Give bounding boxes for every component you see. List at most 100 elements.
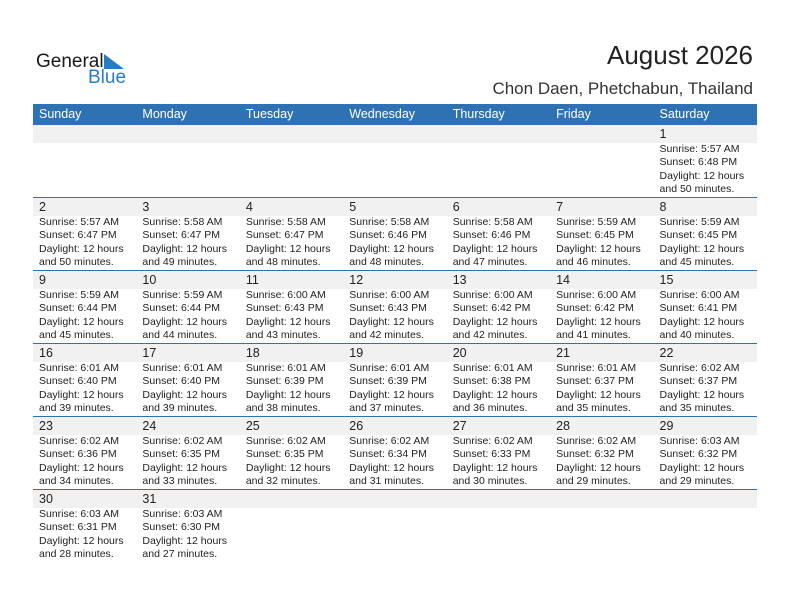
daylight-text: Daylight: 12 hours (39, 315, 124, 328)
daylight-text: and 30 minutes. (452, 475, 528, 488)
daylight-text: and 46 minutes. (556, 256, 631, 269)
daylight-text: and 27 minutes. (142, 548, 218, 561)
sunrise-text: Sunrise: 5:58 AM (142, 216, 223, 228)
day-number: 11 (245, 273, 259, 287)
day-cell: 4 Sunrise: 5:58 AM Sunset: 6:47 PM Daylight… (240, 198, 343, 270)
daylight-text: Daylight: 12 hours (556, 388, 641, 401)
day-number: 12 (349, 273, 364, 287)
sunset-text: Sunset: 6:32 PM (556, 448, 634, 461)
day-number: 26 (349, 419, 364, 433)
daylight-text: and 39 minutes. (142, 402, 218, 415)
weekday-header: Sunday Monday Tuesday Wednesday Thursday Frid… (33, 104, 757, 125)
calendar-weeks: 1 Sunrise: 5:57 AM Sunset: 6:48 PM Daylight… (33, 125, 757, 563)
day-cell: 26 Sunrise: 6:02 AM Sunset: 6:34 PM Dayligh… (343, 417, 446, 489)
day-number: 30 (39, 492, 53, 506)
sunset-text: Sunset: 6:37 PM (659, 375, 738, 388)
daylight-text: Daylight: 12 hours (39, 461, 124, 474)
daylight-text: and 39 minutes. (39, 402, 114, 415)
day-cell: 23 Sunrise: 6:02 AM Sunset: 6:36 PM Dayligh… (33, 417, 136, 489)
sunset-text: Sunset: 6:38 PM (452, 375, 531, 388)
daylight-text: Daylight: 12 hours (452, 315, 538, 328)
logo-triangle-icon (104, 54, 124, 69)
day-cell: 20 Sunrise: 6:01 AM Sunset: 6:38 PM Dayligh… (447, 344, 550, 416)
sunset-text: Sunset: 6:41 PM (659, 302, 738, 315)
weekday-thursday: Thursday (452, 107, 505, 121)
day-number: 18 (245, 346, 260, 360)
logo: General Blue (36, 51, 126, 87)
weekday-tuesday: Tuesday (245, 107, 294, 121)
sunrise-text: Sunrise: 6:02 AM (142, 435, 223, 447)
day-cell: 6 Sunrise: 5:58 AM Sunset: 6:46 PM Daylight… (447, 198, 550, 270)
sunrise-text: Sunrise: 6:01 AM (556, 362, 637, 374)
sunset-text: Sunset: 6:42 PM (452, 302, 531, 315)
sunset-text: Sunset: 6:45 PM (556, 229, 634, 242)
date-band (33, 198, 757, 216)
week-row: 30 Sunrise: 6:03 AM Sunset: 6:31 PM Dayligh… (33, 490, 757, 563)
empty-cell (33, 125, 136, 197)
weekday-monday: Monday (142, 107, 187, 121)
sunrise-text: Sunrise: 5:58 AM (349, 216, 430, 228)
sunset-text: Sunset: 6:39 PM (245, 375, 324, 388)
sunrise-text: Sunrise: 6:02 AM (39, 435, 119, 447)
sunset-text: Sunset: 6:33 PM (452, 448, 531, 461)
sunrise-text: Sunrise: 6:03 AM (142, 508, 223, 520)
day-number: 2 (39, 200, 46, 214)
sunrise-text: Sunrise: 6:00 AM (245, 289, 326, 301)
day-cell: 17 Sunrise: 6:01 AM Sunset: 6:40 PM Dayligh… (136, 344, 239, 416)
empty-cell (550, 125, 653, 197)
day-cell: 18 Sunrise: 6:01 AM Sunset: 6:39 PM Dayligh… (240, 344, 343, 416)
daylight-text: and 38 minutes. (245, 402, 321, 415)
sunrise-text: Sunrise: 6:02 AM (556, 435, 637, 447)
logo-word-general: General (36, 51, 104, 72)
sunrise-text: Sunrise: 5:57 AM (659, 143, 740, 155)
day-number: 27 (452, 419, 467, 433)
sunset-text: Sunset: 6:46 PM (452, 229, 531, 242)
daylight-text: Daylight: 12 hours (142, 315, 228, 328)
day-cell: 30 Sunrise: 6:03 AM Sunset: 6:31 PM Dayligh… (33, 490, 136, 562)
sunrise-text: Sunrise: 5:59 AM (39, 289, 119, 301)
daylight-text: Daylight: 12 hours (349, 461, 434, 474)
daylight-text: and 34 minutes. (39, 475, 114, 488)
sunrise-text: Sunrise: 6:02 AM (245, 435, 326, 447)
logo-word-blue: Blue (88, 67, 127, 88)
daylight-text: Daylight: 12 hours (452, 388, 538, 401)
day-number: 22 (659, 346, 674, 360)
day-cell: 28 Sunrise: 6:02 AM Sunset: 6:32 PM Dayligh… (550, 417, 653, 489)
daylight-text: Daylight: 12 hours (142, 388, 228, 401)
sunset-text: Sunset: 6:35 PM (142, 448, 221, 461)
empty-cell (447, 490, 550, 562)
week-row: 16 Sunrise: 6:01 AM Sunset: 6:40 PM Dayligh… (33, 344, 757, 417)
sunrise-text: Sunrise: 6:02 AM (349, 435, 430, 447)
daylight-text: and 37 minutes. (349, 402, 424, 415)
empty-cell (550, 490, 653, 562)
sunrise-text: Sunrise: 6:03 AM (659, 435, 740, 447)
day-number: 14 (556, 273, 571, 287)
day-cell: 24 Sunrise: 6:02 AM Sunset: 6:35 PM Dayligh… (136, 417, 239, 489)
daylight-text: Daylight: 12 hours (452, 461, 538, 474)
day-number: 29 (659, 419, 674, 433)
sunrise-text: Sunrise: 6:01 AM (142, 362, 223, 374)
sunset-text: Sunset: 6:47 PM (245, 229, 324, 242)
location-subtitle: Chon Daen, Phetchabun, Thailand (492, 79, 753, 98)
week-row: 1 Sunrise: 5:57 AM Sunset: 6:48 PM Daylight… (33, 125, 757, 198)
day-cell: 11 Sunrise: 6:00 AM Sunset: 6:43 PM Dayligh… (240, 271, 343, 343)
date-band (33, 125, 757, 143)
empty-cell (343, 125, 446, 197)
daylight-text: Daylight: 12 hours (659, 169, 745, 182)
daylight-text: Daylight: 12 hours (349, 315, 434, 328)
day-number: 4 (245, 200, 253, 214)
day-number: 23 (39, 419, 53, 433)
day-cell: 22 Sunrise: 6:02 AM Sunset: 6:37 PM Dayligh… (654, 344, 757, 416)
day-number: 24 (142, 419, 157, 433)
daylight-text: Daylight: 12 hours (659, 315, 745, 328)
daylight-text: and 47 minutes. (452, 256, 528, 269)
day-cell: 3 Sunrise: 5:58 AM Sunset: 6:47 PM Daylight… (136, 198, 239, 270)
empty-cell (447, 125, 550, 197)
sunset-text: Sunset: 6:37 PM (556, 375, 634, 388)
daylight-text: and 50 minutes. (659, 183, 735, 196)
day-number: 28 (556, 419, 571, 433)
sunrise-text: Sunrise: 6:01 AM (245, 362, 326, 374)
day-number: 15 (659, 273, 674, 287)
daylight-text: Daylight: 12 hours (245, 461, 331, 474)
daylight-text: and 35 minutes. (659, 402, 735, 415)
